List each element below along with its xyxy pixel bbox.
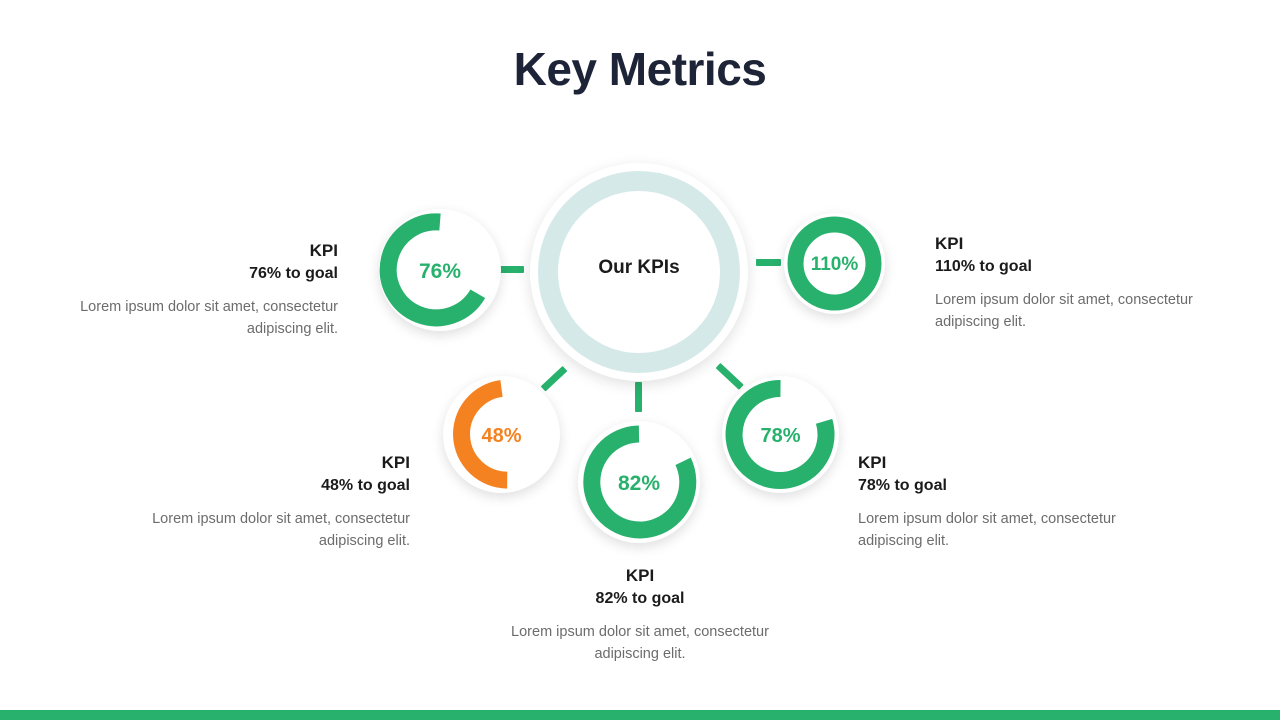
kpi-donut-78-value: 78%	[760, 425, 801, 447]
kpi-subtitle-82: 82% to goal	[595, 589, 685, 607]
page-title: Key Metrics	[513, 43, 767, 95]
kpi-title-76: KPI	[309, 241, 338, 260]
kpi-description-76: Lorem ipsum dolor sit amet, consectetur …	[80, 298, 338, 337]
hub-ring	[538, 171, 740, 373]
kpi-donut-82-value: 82%	[617, 472, 661, 495]
kpi-donut-82[interactable]: 82%	[578, 421, 700, 543]
connector-line-kpi-82	[635, 382, 642, 412]
kpi-donut-78[interactable]: 78%	[722, 376, 839, 493]
kpi-text-block-76: KPI 76% to goal Lorem ipsum dolor sit am…	[78, 240, 338, 340]
kpi-title-82: KPI	[625, 566, 655, 585]
kpi-donut-76-value: 76%	[418, 260, 462, 283]
kpi-subtitle-78: 78% to goal	[858, 476, 947, 494]
hub-label: Our KPIs	[598, 257, 680, 278]
bottom-accent-bar	[0, 710, 1280, 720]
donut-chart-82-icon	[582, 425, 697, 539]
kpi-subtitle-48: 48% to goal	[321, 476, 410, 494]
kpi-description-78: Lorem ipsum dolor sit amet, consectetur …	[858, 510, 1116, 549]
kpi-description-110: Lorem ipsum dolor sit amet, consectetur …	[935, 291, 1193, 330]
connector-line-kpi-76	[494, 266, 524, 273]
donut-chart-76-icon	[379, 213, 497, 327]
kpi-title-110: KPI	[935, 234, 964, 253]
kpi-title-78: KPI	[858, 453, 887, 472]
kpi-subtitle-76: 76% to goal	[249, 264, 338, 282]
donut-chart-48-icon	[447, 380, 556, 489]
kpi-title-48: KPI	[381, 453, 410, 472]
connector-line-kpi-110	[756, 259, 781, 266]
kpi-donut-48[interactable]: 48%	[443, 376, 560, 493]
center-hub[interactable]: Our KPIs	[530, 163, 748, 381]
kpi-text-block-82: KPI 82% to goal Lorem ipsum dolor sit am…	[505, 565, 775, 665]
kpi-subtitle-110: 110% to goal	[935, 257, 1032, 275]
kpi-donut-76[interactable]: 76%	[379, 209, 501, 331]
kpi-description-82: Lorem ipsum dolor sit amet, consectetur …	[511, 623, 769, 662]
donut-chart-78-icon	[725, 379, 835, 489]
donut-chart-110-icon	[787, 216, 882, 311]
kpi-donut-110-value: 110%	[810, 254, 859, 275]
kpi-donut-110[interactable]: 110%	[784, 213, 885, 314]
kpi-text-block-110: KPI 110% to goal Lorem ipsum dolor sit a…	[935, 233, 1205, 333]
kpi-text-block-78: KPI 78% to goal Lorem ipsum dolor sit am…	[858, 452, 1128, 552]
kpi-donut-48-value: 48%	[481, 425, 522, 447]
kpi-text-block-48: KPI 48% to goal Lorem ipsum dolor sit am…	[150, 452, 410, 552]
kpi-description-48: Lorem ipsum dolor sit amet, consectetur …	[152, 510, 410, 549]
